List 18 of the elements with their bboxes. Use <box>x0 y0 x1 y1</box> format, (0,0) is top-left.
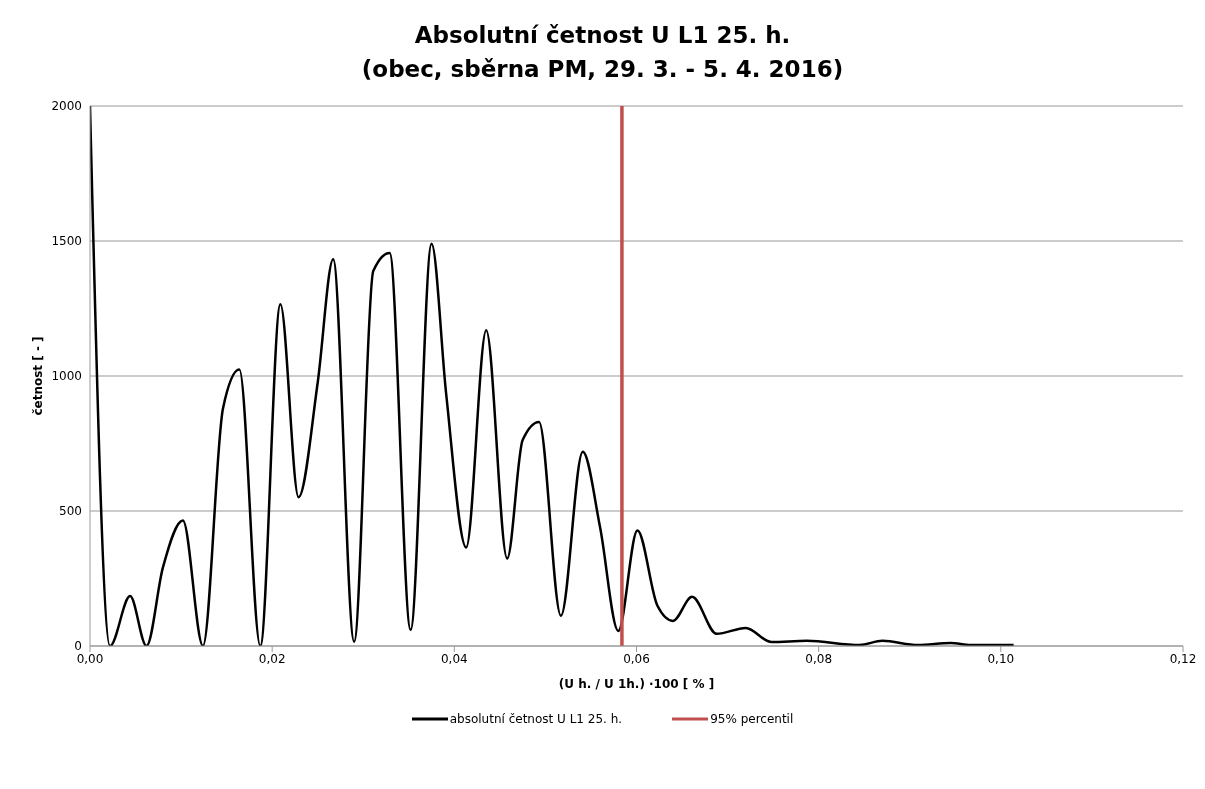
x-tick-label: 0,00 <box>76 651 104 666</box>
y-tick-label: 1000 <box>51 369 82 384</box>
x-axis-title: (U h. / U 1h.) ·100 [ % ] <box>558 677 715 691</box>
x-tick-label: 0,02 <box>258 651 286 666</box>
legend-label: 95% percentil <box>710 712 794 726</box>
chart-title: Absolutní četnost U L1 25. h. <box>413 21 792 50</box>
x-tick-label: 0,04 <box>440 651 468 666</box>
y-axis-title: četnost [ - ] <box>31 336 46 416</box>
chart-subtitle: (obec, sběrna PM, 29. 3. - 5. 4. 2016) <box>360 55 845 84</box>
x-tick-label: 0,08 <box>805 651 833 666</box>
y-tick-label: 500 <box>59 504 82 519</box>
y-tick-label: 2000 <box>51 99 82 114</box>
x-tick-label: 0,06 <box>623 651 650 666</box>
y-tick-label: 1500 <box>51 234 82 249</box>
legend-label: absolutní četnost U L1 25. h. <box>449 712 623 726</box>
x-tick-label: 0,10 <box>987 651 1015 666</box>
x-tick-label: 0,12 <box>1169 651 1197 666</box>
y-tick-label: 0 <box>74 639 82 654</box>
